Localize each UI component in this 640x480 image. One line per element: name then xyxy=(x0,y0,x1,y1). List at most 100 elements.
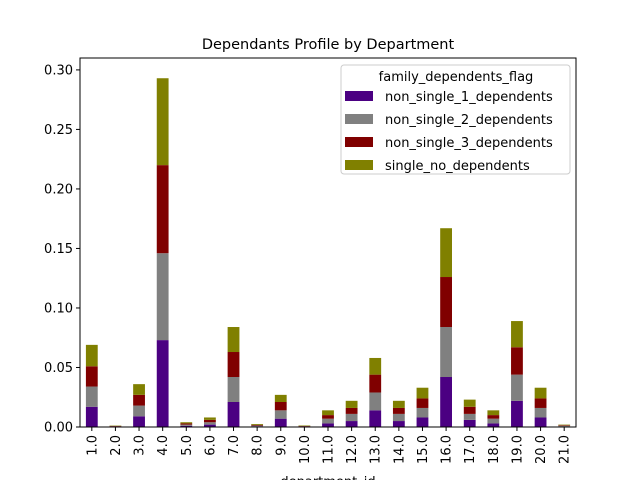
y-tick-label: 0.10 xyxy=(44,301,73,316)
bar-single_no_dependents-5.0 xyxy=(180,422,193,424)
bar-non_single_1_dependents-6.0 xyxy=(204,424,216,427)
bar-non_single_3_dependents-12.0 xyxy=(345,407,358,414)
x-tick-label: 17.0 xyxy=(463,435,478,464)
bar-single_no_dependents-7.0 xyxy=(227,327,240,353)
bar-non_single_1_dependents-4.0 xyxy=(156,340,169,427)
bar-non_single_1_dependents-11.0 xyxy=(322,423,334,427)
x-tick-label: 12.0 xyxy=(345,435,360,464)
x-tick-label: 3.0 xyxy=(133,435,148,456)
bar-non_single_3_dependents-20.0 xyxy=(534,398,547,408)
chart-title: Dependants Profile by Department xyxy=(202,37,455,53)
y-tick-label: 0.30 xyxy=(44,63,73,78)
bar-non_single_3_dependents-13.0 xyxy=(369,374,382,393)
bar-non_single_2_dependents-20.0 xyxy=(534,407,547,418)
bar-single_no_dependents-14.0 xyxy=(392,400,405,408)
bar-non_single_3_dependents-16.0 xyxy=(440,277,452,328)
y-tick-label: 0.20 xyxy=(44,182,73,197)
bar-single_no_dependents-11.0 xyxy=(322,410,334,416)
x-tick-label: 7.0 xyxy=(227,435,242,456)
bar-single_no_dependents-4.0 xyxy=(156,78,169,166)
bar-non_single_3_dependents-7.0 xyxy=(227,352,240,378)
x-tick-label: 16.0 xyxy=(440,435,455,464)
bar-single_no_dependents-6.0 xyxy=(204,417,216,420)
legend-swatch-non_single_3_dependents xyxy=(345,137,373,147)
bar-non_single_2_dependents-7.0 xyxy=(227,377,240,403)
legend-label-single_no_dependents: single_no_dependents xyxy=(385,159,530,174)
bar-non_single_2_dependents-11.0 xyxy=(322,418,334,424)
legend-label-non_single_1_dependents: non_single_1_dependents xyxy=(385,90,553,105)
bar-non_single_2_dependents-3.0 xyxy=(133,405,145,417)
x-tick-label: 21.0 xyxy=(558,435,573,464)
bar-non_single_3_dependents-4.0 xyxy=(156,165,169,254)
bar-non_single_3_dependents-15.0 xyxy=(416,398,429,408)
bar-single_no_dependents-9.0 xyxy=(274,394,287,403)
bar-non_single_2_dependents-12.0 xyxy=(345,413,358,422)
bar-non_single_2_dependents-8.0 xyxy=(251,425,264,427)
bar-single_no_dependents-13.0 xyxy=(369,357,382,375)
bar-non_single_1_dependents-16.0 xyxy=(440,377,452,427)
bar-single_no_dependents-18.0 xyxy=(487,410,500,416)
bar-single_no_dependents-1.0 xyxy=(85,344,98,367)
bar-single_no_dependents-19.0 xyxy=(511,321,523,348)
y-tick-label: 0.15 xyxy=(44,242,73,257)
y-tick-label: 0.00 xyxy=(44,421,73,436)
bar-single_no_dependents-21.0 xyxy=(558,424,571,426)
x-tick-label: 1.0 xyxy=(85,435,100,456)
y-tick-label: 0.05 xyxy=(44,361,73,376)
x-tick-label: 6.0 xyxy=(203,435,218,456)
bar-non_single_2_dependents-16.0 xyxy=(440,327,452,378)
bar-non_single_1_dependents-20.0 xyxy=(534,417,547,427)
x-tick-label: 10.0 xyxy=(298,435,313,464)
y-tick-label: 0.25 xyxy=(44,123,73,138)
bar-non_single_2_dependents-21.0 xyxy=(558,425,571,427)
bar-single_no_dependents-17.0 xyxy=(463,399,476,407)
legend-swatch-single_no_dependents xyxy=(345,160,373,170)
bar-non_single_2_dependents-17.0 xyxy=(463,413,476,420)
bar-non_single_2_dependents-15.0 xyxy=(416,407,429,418)
x-tick-label: 9.0 xyxy=(274,435,289,456)
bar-non_single_3_dependents-19.0 xyxy=(511,347,523,375)
bar-non_single_3_dependents-1.0 xyxy=(85,366,98,387)
bar-non_single_1_dependents-18.0 xyxy=(487,423,500,427)
legend-box xyxy=(340,64,571,175)
legend-label-non_single_2_dependents: non_single_2_dependents xyxy=(385,113,553,128)
bar-non_single_2_dependents-19.0 xyxy=(511,374,523,401)
bar-non_single_1_dependents-15.0 xyxy=(416,417,429,427)
plot-frame xyxy=(79,57,577,428)
bar-non_single_3_dependents-17.0 xyxy=(463,406,476,414)
bar-non_single_1_dependents-13.0 xyxy=(369,410,382,427)
bar-non_single_1_dependents-19.0 xyxy=(511,400,523,427)
bar-non_single_2_dependents-5.0 xyxy=(180,424,193,426)
bar-non_single_3_dependents-3.0 xyxy=(133,394,145,406)
x-tick-label: 2.0 xyxy=(109,435,124,456)
bar-non_single_2_dependents-9.0 xyxy=(274,410,287,419)
x-tick-label: 13.0 xyxy=(369,435,384,464)
bar-single_no_dependents-8.0 xyxy=(251,424,264,425)
bar-non_single_3_dependents-11.0 xyxy=(322,415,334,419)
x-tick-label: 19.0 xyxy=(510,435,525,464)
x-tick-label: 20.0 xyxy=(534,435,549,464)
bar-non_single_3_dependents-5.0 xyxy=(180,423,193,425)
bar-single_no_dependents-16.0 xyxy=(440,228,452,278)
bar-non_single_1_dependents-3.0 xyxy=(133,416,145,427)
y-axis: 0.00 0.05 0.10 0.15 0.20 0.25 0.30 xyxy=(44,63,80,436)
legend-swatch-non_single_1_dependents xyxy=(345,91,373,101)
bar-single_no_dependents-20.0 xyxy=(534,387,547,399)
bar-non_single_1_dependents-14.0 xyxy=(392,421,405,427)
bar-non_single_1_dependents-5.0 xyxy=(180,425,193,427)
x-tick-label: 14.0 xyxy=(392,435,407,464)
bar-single_no_dependents-12.0 xyxy=(345,400,358,408)
x-tick-label: 8.0 xyxy=(251,435,266,456)
x-axis-label: department_id xyxy=(280,475,375,480)
bar-single_no_dependents-3.0 xyxy=(133,384,145,395)
bar-non_single_2_dependents-18.0 xyxy=(487,418,500,424)
x-tick-label: 18.0 xyxy=(487,435,502,464)
x-tick-label: 4.0 xyxy=(156,435,171,456)
x-tick-label: 5.0 xyxy=(180,435,195,456)
bar-non_single_3_dependents-14.0 xyxy=(392,407,405,414)
bar-non_single_3_dependents-6.0 xyxy=(204,419,216,423)
bar-non_single_3_dependents-21.0 xyxy=(558,425,571,426)
bar-non_single_3_dependents-18.0 xyxy=(487,415,500,419)
bar-single_no_dependents-15.0 xyxy=(416,387,429,399)
